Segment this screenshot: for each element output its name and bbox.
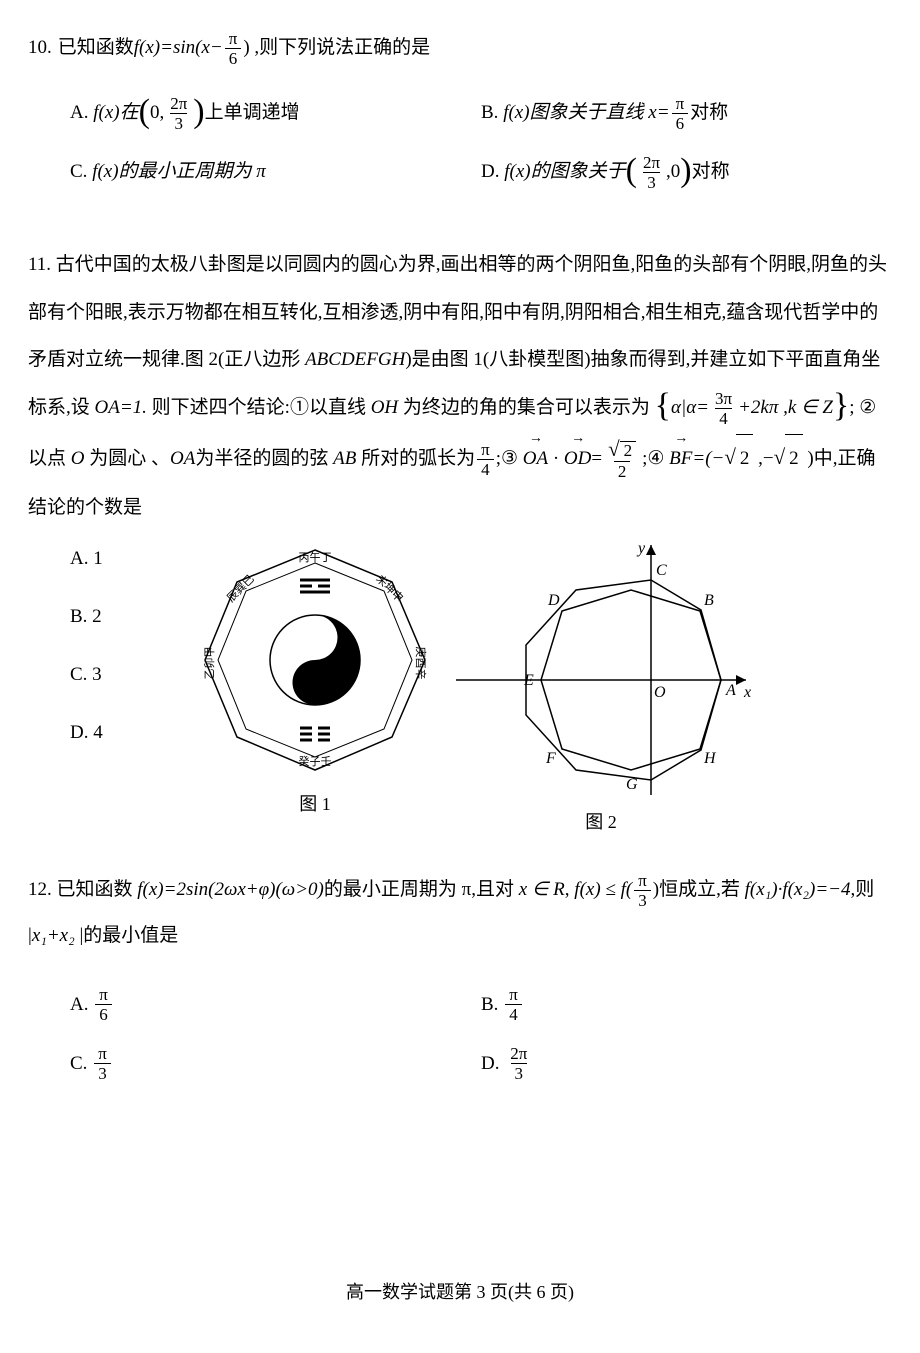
q11-opt-a: A. 1 [70,541,190,577]
question-10: 10. 已知函数 f(x)=sin(x− π 6 ) ,则下列说法正确的是 A.… [28,30,892,213]
svg-text:B: B [704,592,714,609]
q12-stem: 12. 已知函数 f(x)=2sin(2ωx+φ)(ω>0)的最小正周期为 π,… [28,867,892,958]
svg-text:丙午丁: 丙午丁 [299,551,332,564]
q11-opt-b: B. 2 [70,599,190,635]
q10-fx: f(x)=sin(x− [134,30,223,66]
q11-lower: A. 1 B. 2 C. 3 D. 4 丙午丁 未坤申 庚酉辛 [28,535,892,839]
svg-text:y: y [636,540,646,557]
page-footer: 高一数学试题第 3 页(共 6 页) [0,1275,920,1309]
svg-text:庚酉辛: 庚酉辛 [414,647,428,680]
q10-stem: 10. 已知函数 f(x)=sin(x− π 6 ) ,则下列说法正确的是 [28,30,892,67]
svg-text:乙卯甲: 乙卯甲 [203,647,216,680]
q12-opt-c: C. π3 [70,1045,481,1082]
figure-2: A B C D E F G H O x y 图 2 [446,535,756,839]
q11-options: A. 1 B. 2 C. 3 D. 4 [70,541,190,773]
q10-opt-c: C. f(x)的最小正周期为 π [70,154,481,191]
q12-options: A. π6 B. π4 C. π3 D. 2π3 [70,986,892,1104]
q10-opt-b: B. f(x)图象关于直线 x= π6 对称 [481,95,892,132]
q10-frac: π 6 [225,30,242,67]
q11-opt-d: D. 4 [70,715,190,751]
q10-text: 已知函数 [58,30,134,66]
svg-text:G: G [626,776,638,793]
q12-opt-a: A. π6 [70,986,481,1023]
fig1-label: 图 1 [299,787,331,821]
question-12: 12. 已知函数 f(x)=2sin(2ωx+φ)(ω>0)的最小正周期为 π,… [28,867,892,1104]
figure-1: 丙午丁 未坤申 庚酉辛 癸子壬 乙卯甲 辰巽巳 图 1 [190,535,440,821]
fig2-label: 图 2 [585,805,617,839]
svg-text:C: C [656,562,667,579]
bagua-diagram: 丙午丁 未坤申 庚酉辛 癸子壬 乙卯甲 辰巽巳 [190,535,440,785]
q11-figures: 丙午丁 未坤申 庚酉辛 癸子壬 乙卯甲 辰巽巳 图 1 [190,535,892,839]
question-11: 11. 古代中国的太极八卦图是以同圆内的圆心为界,画出相等的两个阴阳鱼,阳鱼的头… [28,241,892,839]
q10-opt-a: A. f(x)在 ( 0, 2π3 ) 上单调递增 [70,95,481,132]
q10-opt-d: D. f(x)的图象关于 ( 2π3 ,0 ) 对称 [481,154,892,191]
q10-number: 10. [28,30,52,66]
octagon-diagram: A B C D E F G H O x y [446,535,756,803]
q11-opt-c: C. 3 [70,657,190,693]
svg-text:O: O [654,684,666,701]
svg-text:E: E [523,672,534,689]
q12-number: 12. [28,879,52,900]
q12-opt-d: D. 2π3 [481,1045,892,1082]
svg-text:癸子壬: 癸子壬 [299,754,332,768]
q12-opt-b: B. π4 [481,986,892,1023]
svg-text:x: x [743,684,751,701]
svg-text:F: F [545,750,556,767]
q10-options: A. f(x)在 ( 0, 2π3 ) 上单调递增 B. f(x)图象关于直线 … [70,95,892,213]
svg-text:H: H [703,750,717,767]
svg-text:A: A [725,682,736,699]
q10-post: ) ,则下列说法正确的是 [243,30,430,66]
svg-text:D: D [547,592,560,609]
q11-number: 11. [28,254,51,275]
q11-body: 11. 古代中国的太极八卦图是以同圆内的圆心为界,画出相等的两个阴阳鱼,阳鱼的头… [28,241,892,531]
